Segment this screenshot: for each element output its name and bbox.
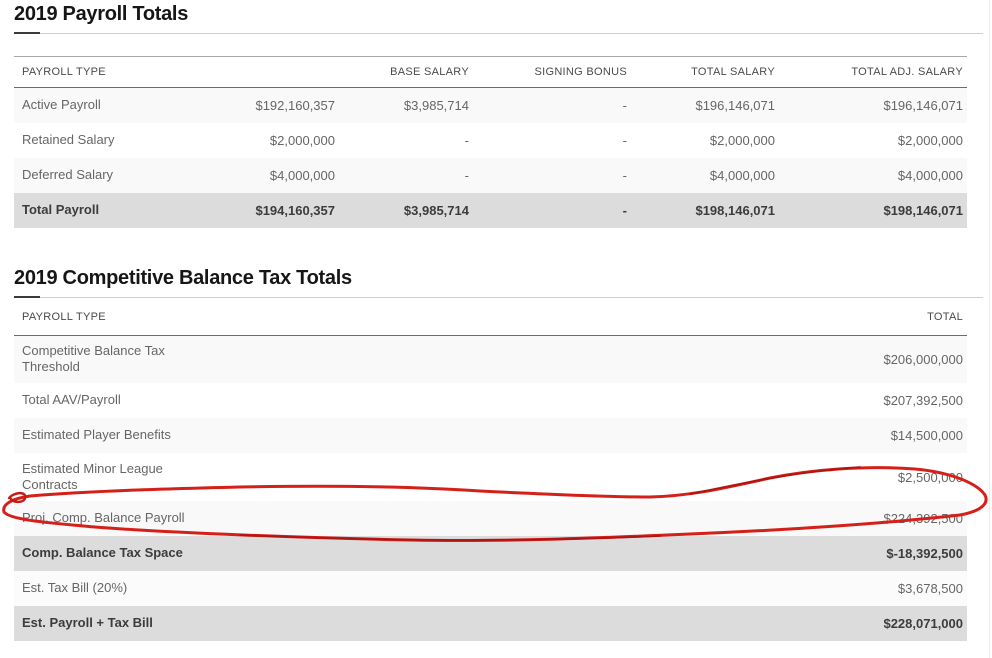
row-label: Deferred Salary bbox=[22, 166, 114, 182]
column-header-total-adj-salary: TOTAL ADJ. SALARY bbox=[779, 56, 967, 88]
cell-amount: $192,160,357 bbox=[255, 97, 335, 113]
column-header-base-salary: BASE SALARY bbox=[339, 56, 473, 88]
payroll-totals-title: 2019 Payroll Totals bbox=[14, 3, 983, 34]
cell-total: $3,678,500 bbox=[897, 581, 963, 596]
table-row-cbt-threshold: Competitive Balance Tax Threshold $206,0… bbox=[14, 335, 967, 383]
row-label: Comp. Balance Tax Space bbox=[14, 536, 667, 571]
cell-total-salary: $196,146,071 bbox=[695, 97, 775, 113]
column-header-total-salary: TOTAL SALARY bbox=[631, 56, 779, 88]
cell-total: $207,392,500 bbox=[883, 393, 963, 408]
row-label: Est. Payroll + Tax Bill bbox=[14, 606, 667, 641]
table-row-active-payroll: Active Payroll $192,160,357 $3,985,714 -… bbox=[14, 87, 967, 123]
row-label: Estimated Player Benefits bbox=[14, 418, 667, 453]
cell-base-salary: $3,985,714 bbox=[403, 202, 469, 218]
cbt-totals-table: PAYROLL TYPE TOTAL Competitive Balance T… bbox=[14, 297, 967, 641]
cbt-totals-title: 2019 Competitive Balance Tax Totals bbox=[14, 267, 983, 298]
cell-signing-bonus: - bbox=[622, 167, 627, 183]
cell-total: $14,500,000 bbox=[890, 428, 963, 443]
table-row-est-payroll-plus-tax-bill: Est. Payroll + Tax Bill $228,071,000 bbox=[14, 606, 967, 641]
cell-total-salary: $4,000,000 bbox=[709, 167, 775, 183]
table-row-est-tax-bill: Est. Tax Bill (20%) $3,678,500 bbox=[14, 571, 967, 606]
cell-signing-bonus: - bbox=[622, 202, 627, 218]
cell-signing-bonus: - bbox=[622, 132, 627, 148]
table-row-total-payroll: Total Payroll $194,160,357 $3,985,714 - … bbox=[14, 192, 967, 228]
table-row-est-player-benefits: Estimated Player Benefits $14,500,000 bbox=[14, 418, 967, 453]
cell-total-adj-salary: $198,146,071 bbox=[883, 202, 963, 218]
table-row-total-aav-payroll: Total AAV/Payroll $207,392,500 bbox=[14, 383, 967, 418]
row-label-text: Est. Tax Bill (20%) bbox=[22, 580, 128, 596]
row-label-text: Proj. Comp. Balance Payroll bbox=[22, 510, 185, 526]
cell-total: $2,500,000 bbox=[897, 469, 963, 485]
row-label-text: Comp. Balance Tax Space bbox=[22, 545, 183, 561]
table-row-retained-salary: Retained Salary $2,000,000 - - $2,000,00… bbox=[14, 123, 967, 158]
cell-amount: $4,000,000 bbox=[269, 167, 335, 183]
row-label: Est. Tax Bill (20%) bbox=[14, 571, 667, 606]
table-header-row: PAYROLL TYPE TOTAL bbox=[14, 297, 967, 336]
table-row-comp-balance-tax-space: Comp. Balance Tax Space $-18,392,500 bbox=[14, 536, 967, 571]
table-row-deferred-salary: Deferred Salary $4,000,000 - - $4,000,00… bbox=[14, 157, 967, 193]
column-header-payroll-type: PAYROLL TYPE bbox=[14, 56, 234, 88]
table-row-est-minor-league-contracts: Estimated Minor League Contracts $2,500,… bbox=[14, 453, 967, 501]
row-label-text: Est. Payroll + Tax Bill bbox=[22, 615, 153, 631]
column-header-total: TOTAL bbox=[667, 297, 967, 336]
cell-total: $206,000,000 bbox=[883, 351, 963, 367]
row-label-text: Total AAV/Payroll bbox=[22, 392, 121, 408]
cell-total: $228,071,000 bbox=[883, 616, 963, 631]
cell-total-adj-salary: $2,000,000 bbox=[897, 132, 963, 148]
cell-total-salary: $2,000,000 bbox=[709, 132, 775, 148]
cell-amount: $2,000,000 bbox=[269, 132, 335, 148]
cell-base-salary: $3,985,714 bbox=[403, 97, 469, 113]
table-row-proj-comp-balance-payroll: Proj. Comp. Balance Payroll $224,392,500 bbox=[14, 501, 967, 536]
cell-base-salary: - bbox=[464, 167, 469, 183]
row-label: Active Payroll bbox=[22, 97, 101, 113]
row-label-text: Estimated Player Benefits bbox=[22, 427, 171, 443]
cell-signing-bonus: - bbox=[622, 97, 627, 113]
cell-total: $224,392,500 bbox=[883, 511, 963, 526]
cell-base-salary: - bbox=[464, 132, 469, 148]
cell-total-adj-salary: $4,000,000 bbox=[897, 167, 963, 183]
page-edge-divider bbox=[989, 0, 990, 658]
row-label-text: Competitive Balance Tax Threshold bbox=[22, 343, 165, 375]
column-header-blank bbox=[234, 56, 339, 88]
cell-total: $-18,392,500 bbox=[886, 546, 963, 561]
row-label: Total Payroll bbox=[22, 201, 100, 217]
row-label: Retained Salary bbox=[22, 131, 115, 147]
row-label: Competitive Balance Tax Threshold bbox=[14, 335, 667, 383]
column-header-signing-bonus: SIGNING BONUS bbox=[473, 56, 631, 88]
payroll-totals-table: PAYROLL TYPE BASE SALARY SIGNING BONUS T… bbox=[14, 56, 967, 228]
row-label: Estimated Minor League Contracts bbox=[14, 453, 667, 501]
row-label-text: Estimated Minor League Contracts bbox=[22, 460, 163, 492]
cell-total-salary: $198,146,071 bbox=[695, 202, 775, 218]
column-header-payroll-type: PAYROLL TYPE bbox=[14, 297, 667, 336]
cell-total-adj-salary: $196,146,071 bbox=[883, 97, 963, 113]
row-label: Total AAV/Payroll bbox=[14, 383, 667, 418]
table-header-row: PAYROLL TYPE BASE SALARY SIGNING BONUS T… bbox=[14, 56, 967, 88]
row-label: Proj. Comp. Balance Payroll bbox=[14, 501, 667, 536]
cell-amount: $194,160,357 bbox=[255, 202, 335, 218]
